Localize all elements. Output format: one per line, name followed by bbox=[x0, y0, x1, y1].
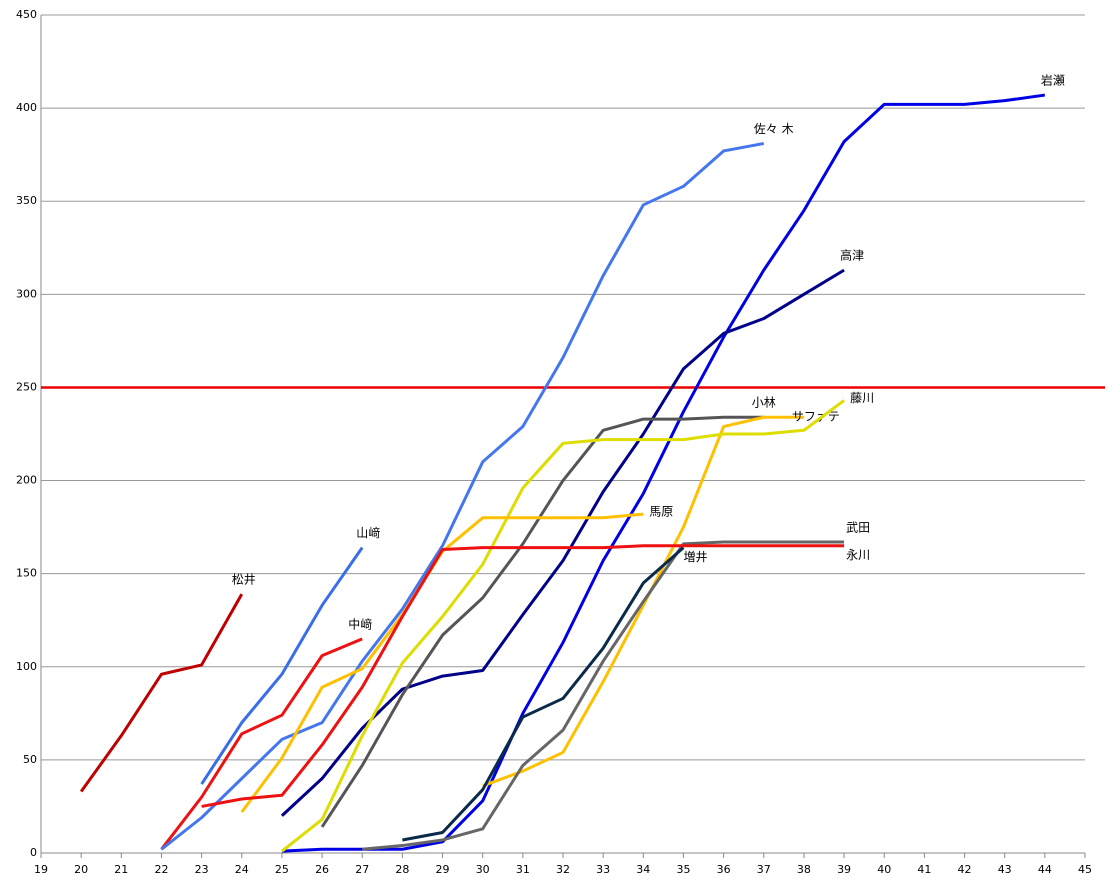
x-tick-label: 40 bbox=[877, 863, 891, 876]
series-line bbox=[482, 415, 804, 788]
y-tick-label: 0 bbox=[30, 846, 37, 859]
series-line bbox=[280, 268, 845, 817]
x-tick-label: 31 bbox=[516, 863, 530, 876]
y-tick-label: 200 bbox=[16, 474, 37, 487]
x-tick-label: 25 bbox=[275, 863, 289, 876]
x-tick-label: 22 bbox=[154, 863, 168, 876]
series-line bbox=[280, 399, 845, 853]
series-line bbox=[200, 546, 364, 785]
series-label: 藤川 bbox=[850, 391, 874, 405]
x-tick-label: 42 bbox=[958, 863, 972, 876]
y-tick-label: 100 bbox=[16, 660, 37, 673]
y-tick-label: 350 bbox=[16, 194, 37, 207]
series-label: 増井 bbox=[683, 550, 707, 564]
x-tick-label: 43 bbox=[998, 863, 1012, 876]
x-tick-label: 28 bbox=[395, 863, 409, 876]
x-tick-label: 37 bbox=[757, 863, 771, 876]
x-tick-label: 32 bbox=[556, 863, 570, 876]
series-line bbox=[160, 637, 363, 851]
series-line bbox=[320, 415, 764, 828]
series-label: 松井 bbox=[232, 573, 256, 587]
x-tick-label: 39 bbox=[837, 863, 851, 876]
x-tick-label: 23 bbox=[195, 863, 209, 876]
x-tick-label: 20 bbox=[74, 863, 88, 876]
x-tick-label: 19 bbox=[34, 863, 48, 876]
series-label: 高津 bbox=[840, 248, 864, 263]
series-label: 佐々 木 bbox=[754, 122, 794, 136]
series-label: 小林 bbox=[752, 396, 776, 410]
series-line bbox=[79, 593, 244, 793]
series-label: 永川 bbox=[846, 548, 870, 562]
y-tick-label: 450 bbox=[16, 8, 37, 21]
series-label: 武田 bbox=[846, 521, 870, 535]
y-tick-label: 50 bbox=[23, 753, 37, 766]
series-line bbox=[240, 512, 644, 813]
y-tick-label: 400 bbox=[16, 101, 37, 114]
x-tick-label: 29 bbox=[436, 863, 450, 876]
x-tick-label: 34 bbox=[636, 863, 650, 876]
series-label: 岩瀬 bbox=[1041, 73, 1065, 88]
x-tick-label: 45 bbox=[1078, 863, 1092, 876]
x-tick-label: 38 bbox=[797, 863, 811, 876]
series-label: 山﨑 bbox=[356, 525, 380, 540]
x-tick-label: 21 bbox=[114, 863, 128, 876]
x-tick-label: 30 bbox=[476, 863, 490, 876]
series-line bbox=[402, 546, 685, 842]
series-line bbox=[201, 544, 845, 808]
x-tick-label: 24 bbox=[235, 863, 249, 876]
series-line bbox=[160, 142, 765, 851]
series-label: 中﨑 bbox=[348, 616, 372, 631]
x-tick-label: 26 bbox=[315, 863, 329, 876]
series-line bbox=[362, 540, 845, 851]
x-tick-label: 27 bbox=[355, 863, 369, 876]
x-tick-label: 44 bbox=[1038, 863, 1052, 876]
x-tick-label: 41 bbox=[917, 863, 931, 876]
series-line bbox=[281, 93, 1046, 853]
y-tick-label: 150 bbox=[16, 567, 37, 580]
x-tick-label: 35 bbox=[676, 863, 690, 876]
y-tick-label: 300 bbox=[16, 287, 37, 300]
x-tick-label: 36 bbox=[717, 863, 731, 876]
series-label: 馬原 bbox=[649, 505, 673, 519]
x-tick-label: 33 bbox=[596, 863, 610, 876]
y-tick-label: 250 bbox=[16, 380, 37, 393]
